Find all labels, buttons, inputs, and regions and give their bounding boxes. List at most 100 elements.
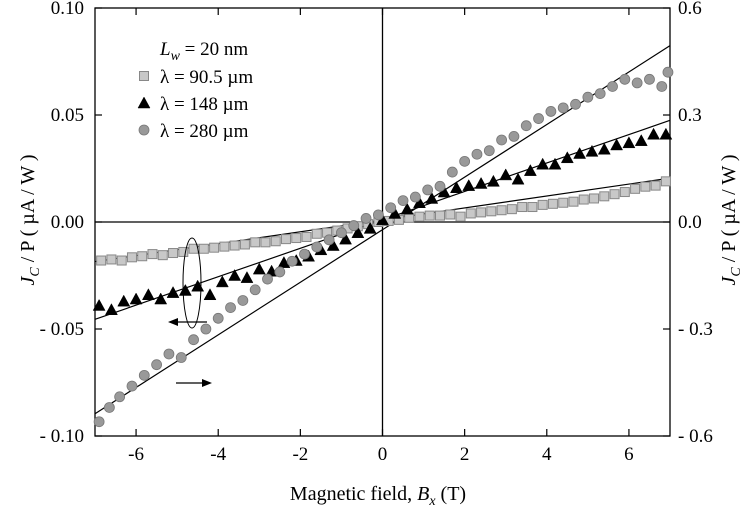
data-point-series-2 — [228, 268, 242, 281]
data-point-series-2 — [659, 127, 673, 140]
data-point-series-1 — [568, 196, 579, 207]
data-point-series-1 — [126, 252, 137, 263]
legend-title: Lw = 20 nm — [159, 39, 248, 64]
data-point-series-3 — [237, 295, 249, 306]
data-point-series-3 — [483, 145, 495, 157]
data-point-series-1 — [506, 204, 517, 215]
y-left-tick-label: 0.00 — [51, 212, 84, 233]
x-tick-label: -4 — [210, 444, 226, 465]
data-point-series-3 — [175, 352, 187, 363]
data-point-series-1 — [486, 206, 497, 217]
left-series-ellipse — [182, 237, 202, 329]
data-point-series-1 — [311, 228, 322, 239]
data-point-series-3 — [138, 369, 150, 381]
data-point-series-1 — [301, 231, 312, 242]
data-point-series-2 — [548, 157, 562, 170]
x-tick-label: 0 — [378, 444, 388, 465]
data-point-series-3 — [422, 184, 434, 196]
data-point-series-2 — [560, 151, 574, 164]
data-point-series-1 — [229, 240, 240, 251]
data-point-series-1 — [465, 208, 476, 219]
y-right-tick-label: - 0.6 — [678, 426, 713, 447]
data-point-series-1 — [250, 237, 261, 248]
data-point-series-3 — [323, 234, 335, 246]
data-point-series-3 — [594, 88, 606, 99]
data-point-series-3 — [311, 241, 323, 253]
data-point-series-2 — [178, 283, 192, 296]
data-point-series-3 — [533, 113, 544, 124]
x-tick-label: 4 — [542, 444, 552, 465]
data-point-series-3 — [582, 91, 594, 103]
legend-label-series-3: λ = 280 µm — [160, 121, 249, 142]
data-point-series-3 — [570, 98, 581, 110]
data-point-series-3 — [126, 380, 138, 392]
data-point-series-1 — [558, 197, 569, 208]
annotations — [168, 237, 212, 387]
data-point-series-2 — [622, 136, 636, 149]
data-point-series-1 — [589, 193, 600, 204]
data-point-series-1 — [496, 205, 507, 216]
data-point-series-3 — [557, 102, 569, 114]
data-point-series-2 — [474, 176, 488, 189]
data-point-series-3 — [385, 202, 397, 214]
data-point-series-3 — [619, 73, 631, 85]
data-point-series-1 — [280, 234, 291, 245]
data-point-series-3 — [188, 334, 199, 346]
legend-marker-series-1 — [139, 71, 149, 81]
data-point-series-1 — [270, 236, 281, 247]
legend: Lw = 20 nm λ = 90.5 µm λ = 148 µm λ = 280 µ… — [137, 39, 253, 142]
data-point-series-1 — [106, 254, 117, 265]
data-point-series-1 — [178, 246, 189, 257]
data-point-series-3 — [446, 166, 458, 178]
data-point-series-1 — [609, 189, 620, 200]
x-tick-label: -6 — [128, 444, 144, 465]
data-point-series-2 — [597, 142, 611, 155]
data-point-series-1 — [445, 209, 456, 220]
data-point-series-3 — [434, 180, 446, 192]
data-point-series-2 — [462, 179, 476, 191]
data-point-series-3 — [644, 73, 655, 85]
data-point-series-2 — [252, 262, 266, 275]
x-tick-label: 2 — [460, 444, 470, 465]
data-point-series-3 — [163, 348, 175, 360]
data-point-series-3 — [103, 402, 115, 413]
data-point-series-3 — [631, 77, 643, 89]
data-point-series-1 — [96, 255, 107, 266]
data-point-series-1 — [527, 202, 538, 213]
data-point-series-1 — [137, 251, 148, 262]
data-point-series-1 — [168, 248, 179, 259]
y-right-tick-label: 0.0 — [678, 212, 702, 233]
data-point-series-1 — [435, 210, 445, 221]
data-point-series-2 — [610, 138, 624, 151]
data-point-series-2 — [154, 292, 168, 305]
y-axis-left-label: JC / P ( µA / W ) — [17, 154, 43, 285]
arrow-to-left-axis-head — [168, 318, 178, 326]
data-points — [92, 66, 674, 428]
data-point-series-2 — [573, 146, 587, 159]
data-point-series-3 — [409, 191, 421, 203]
data-point-series-2 — [363, 221, 377, 234]
data-point-series-3 — [545, 106, 557, 117]
data-point-series-1 — [650, 180, 661, 191]
data-point-series-3 — [249, 284, 261, 296]
y-left-tick-label: 0.10 — [51, 0, 84, 19]
legend-label-series-2: λ = 148 µm — [160, 94, 249, 115]
data-point-series-1 — [455, 211, 466, 222]
data-point-series-1 — [517, 202, 528, 213]
x-tick-label: -2 — [292, 444, 308, 465]
data-point-series-1 — [619, 187, 630, 198]
data-point-series-1 — [404, 212, 415, 223]
legend-marker-series-2 — [137, 96, 151, 109]
data-point-series-1 — [424, 210, 435, 221]
data-point-series-3 — [360, 213, 372, 224]
data-point-series-2 — [339, 232, 352, 245]
data-point-series-3 — [397, 195, 409, 207]
data-point-series-2 — [450, 181, 463, 194]
data-point-series-3 — [508, 130, 520, 142]
data-point-series-2 — [105, 303, 118, 315]
data-point-series-2 — [536, 157, 550, 170]
data-point-series-2 — [425, 191, 439, 204]
data-point-series-3 — [151, 359, 163, 371]
data-point-series-1 — [209, 242, 220, 253]
